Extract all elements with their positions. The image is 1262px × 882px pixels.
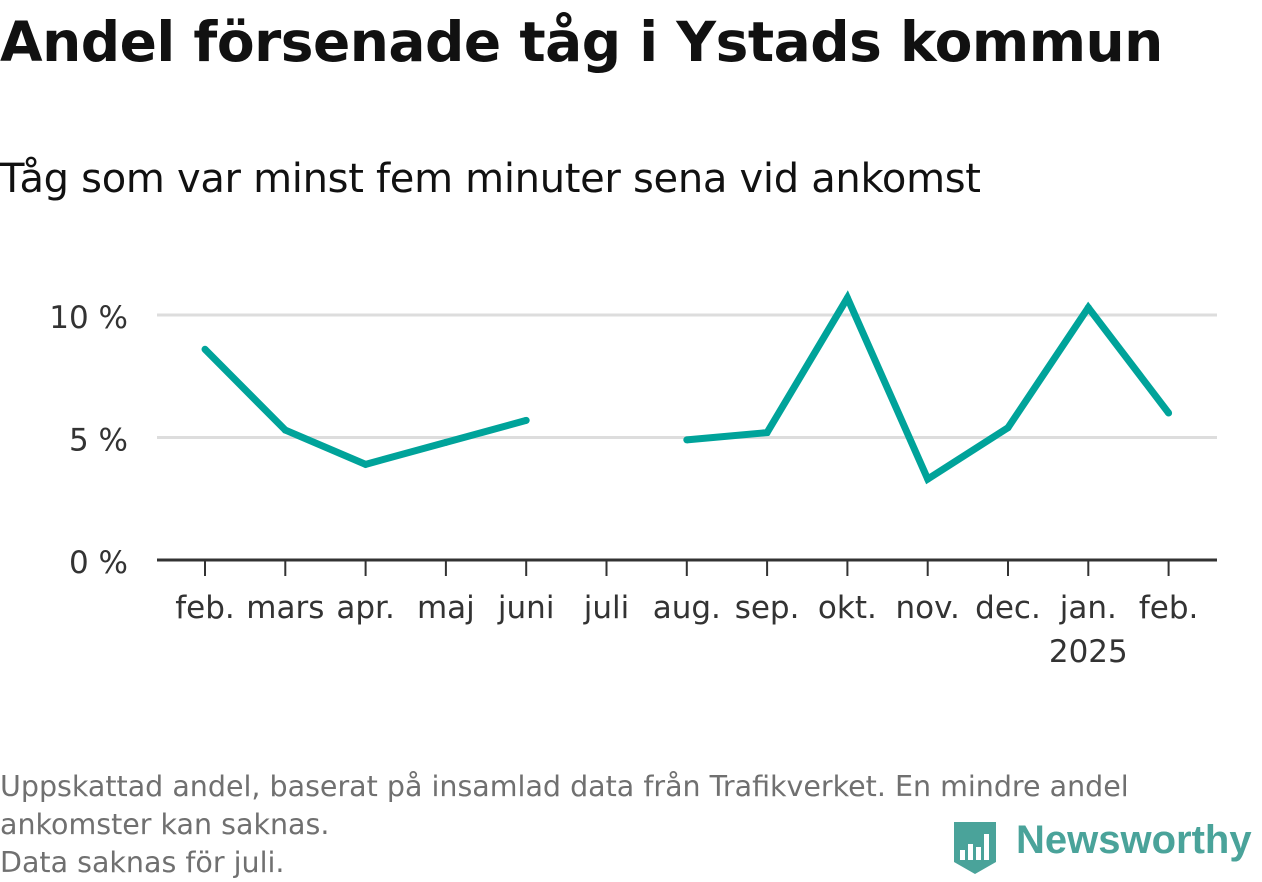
footnote-line: Uppskattad andel, baserat på insamlad da… xyxy=(0,770,1129,803)
x-tick-label: aug. xyxy=(653,590,721,626)
newsworthy-logo-icon xyxy=(954,822,996,874)
data-point xyxy=(1165,409,1173,417)
series-lines xyxy=(201,290,1173,485)
data-point xyxy=(1084,304,1092,312)
x-year-label: 2025 xyxy=(1049,634,1128,670)
x-tick-label: feb. xyxy=(1139,590,1199,626)
x-tick-label: jan. xyxy=(1059,590,1117,626)
chart-title: Andel försenade tåg i Ystads kommun xyxy=(0,10,1163,74)
data-point xyxy=(843,294,851,302)
data-point xyxy=(442,438,450,446)
gridlines xyxy=(157,313,1217,439)
data-point xyxy=(683,436,691,444)
x-tick-label: sep. xyxy=(735,590,800,626)
newsworthy-logo: Newsworthy xyxy=(950,818,1260,878)
newsworthy-wordmark: Newsworthy xyxy=(1016,818,1252,862)
footnote-line: Data saknas för juli. xyxy=(0,846,285,879)
data-point xyxy=(522,416,530,424)
y-tick-label: 5 % xyxy=(69,423,128,459)
data-point xyxy=(281,426,289,434)
x-tick-label: maj xyxy=(417,590,475,626)
footnote: Uppskattad andel, baserat på insamlad da… xyxy=(0,768,1262,882)
x-tick-label: okt. xyxy=(818,590,877,626)
x-tick-label: feb. xyxy=(175,590,235,626)
x-tick-label: juli xyxy=(583,590,630,626)
data-point xyxy=(362,460,370,468)
y-tick-label: 10 % xyxy=(49,300,128,336)
x-tick-label: apr. xyxy=(336,590,394,626)
data-point xyxy=(1004,424,1012,432)
data-point xyxy=(201,345,209,353)
x-tick-label: nov. xyxy=(895,590,959,626)
data-point xyxy=(924,475,932,483)
x-tick-label: mars xyxy=(246,590,324,626)
x-axis xyxy=(157,558,1217,576)
tick-labels: 0 % 5 % 10 % feb. mars apr. maj juni juli aug. sep… xyxy=(49,300,1198,670)
data-point xyxy=(763,429,771,437)
chart-subtitle: Tåg som var minst fem minuter sena vid a… xyxy=(0,156,981,202)
x-tick-label: juni xyxy=(497,590,555,626)
y-tick-label: 0 % xyxy=(69,545,128,581)
series-line-segment xyxy=(202,346,528,469)
x-tick-label: dec. xyxy=(975,590,1041,626)
footnote-line: ankomster kan saknas. xyxy=(0,808,330,841)
series-line-segment xyxy=(686,290,1172,485)
